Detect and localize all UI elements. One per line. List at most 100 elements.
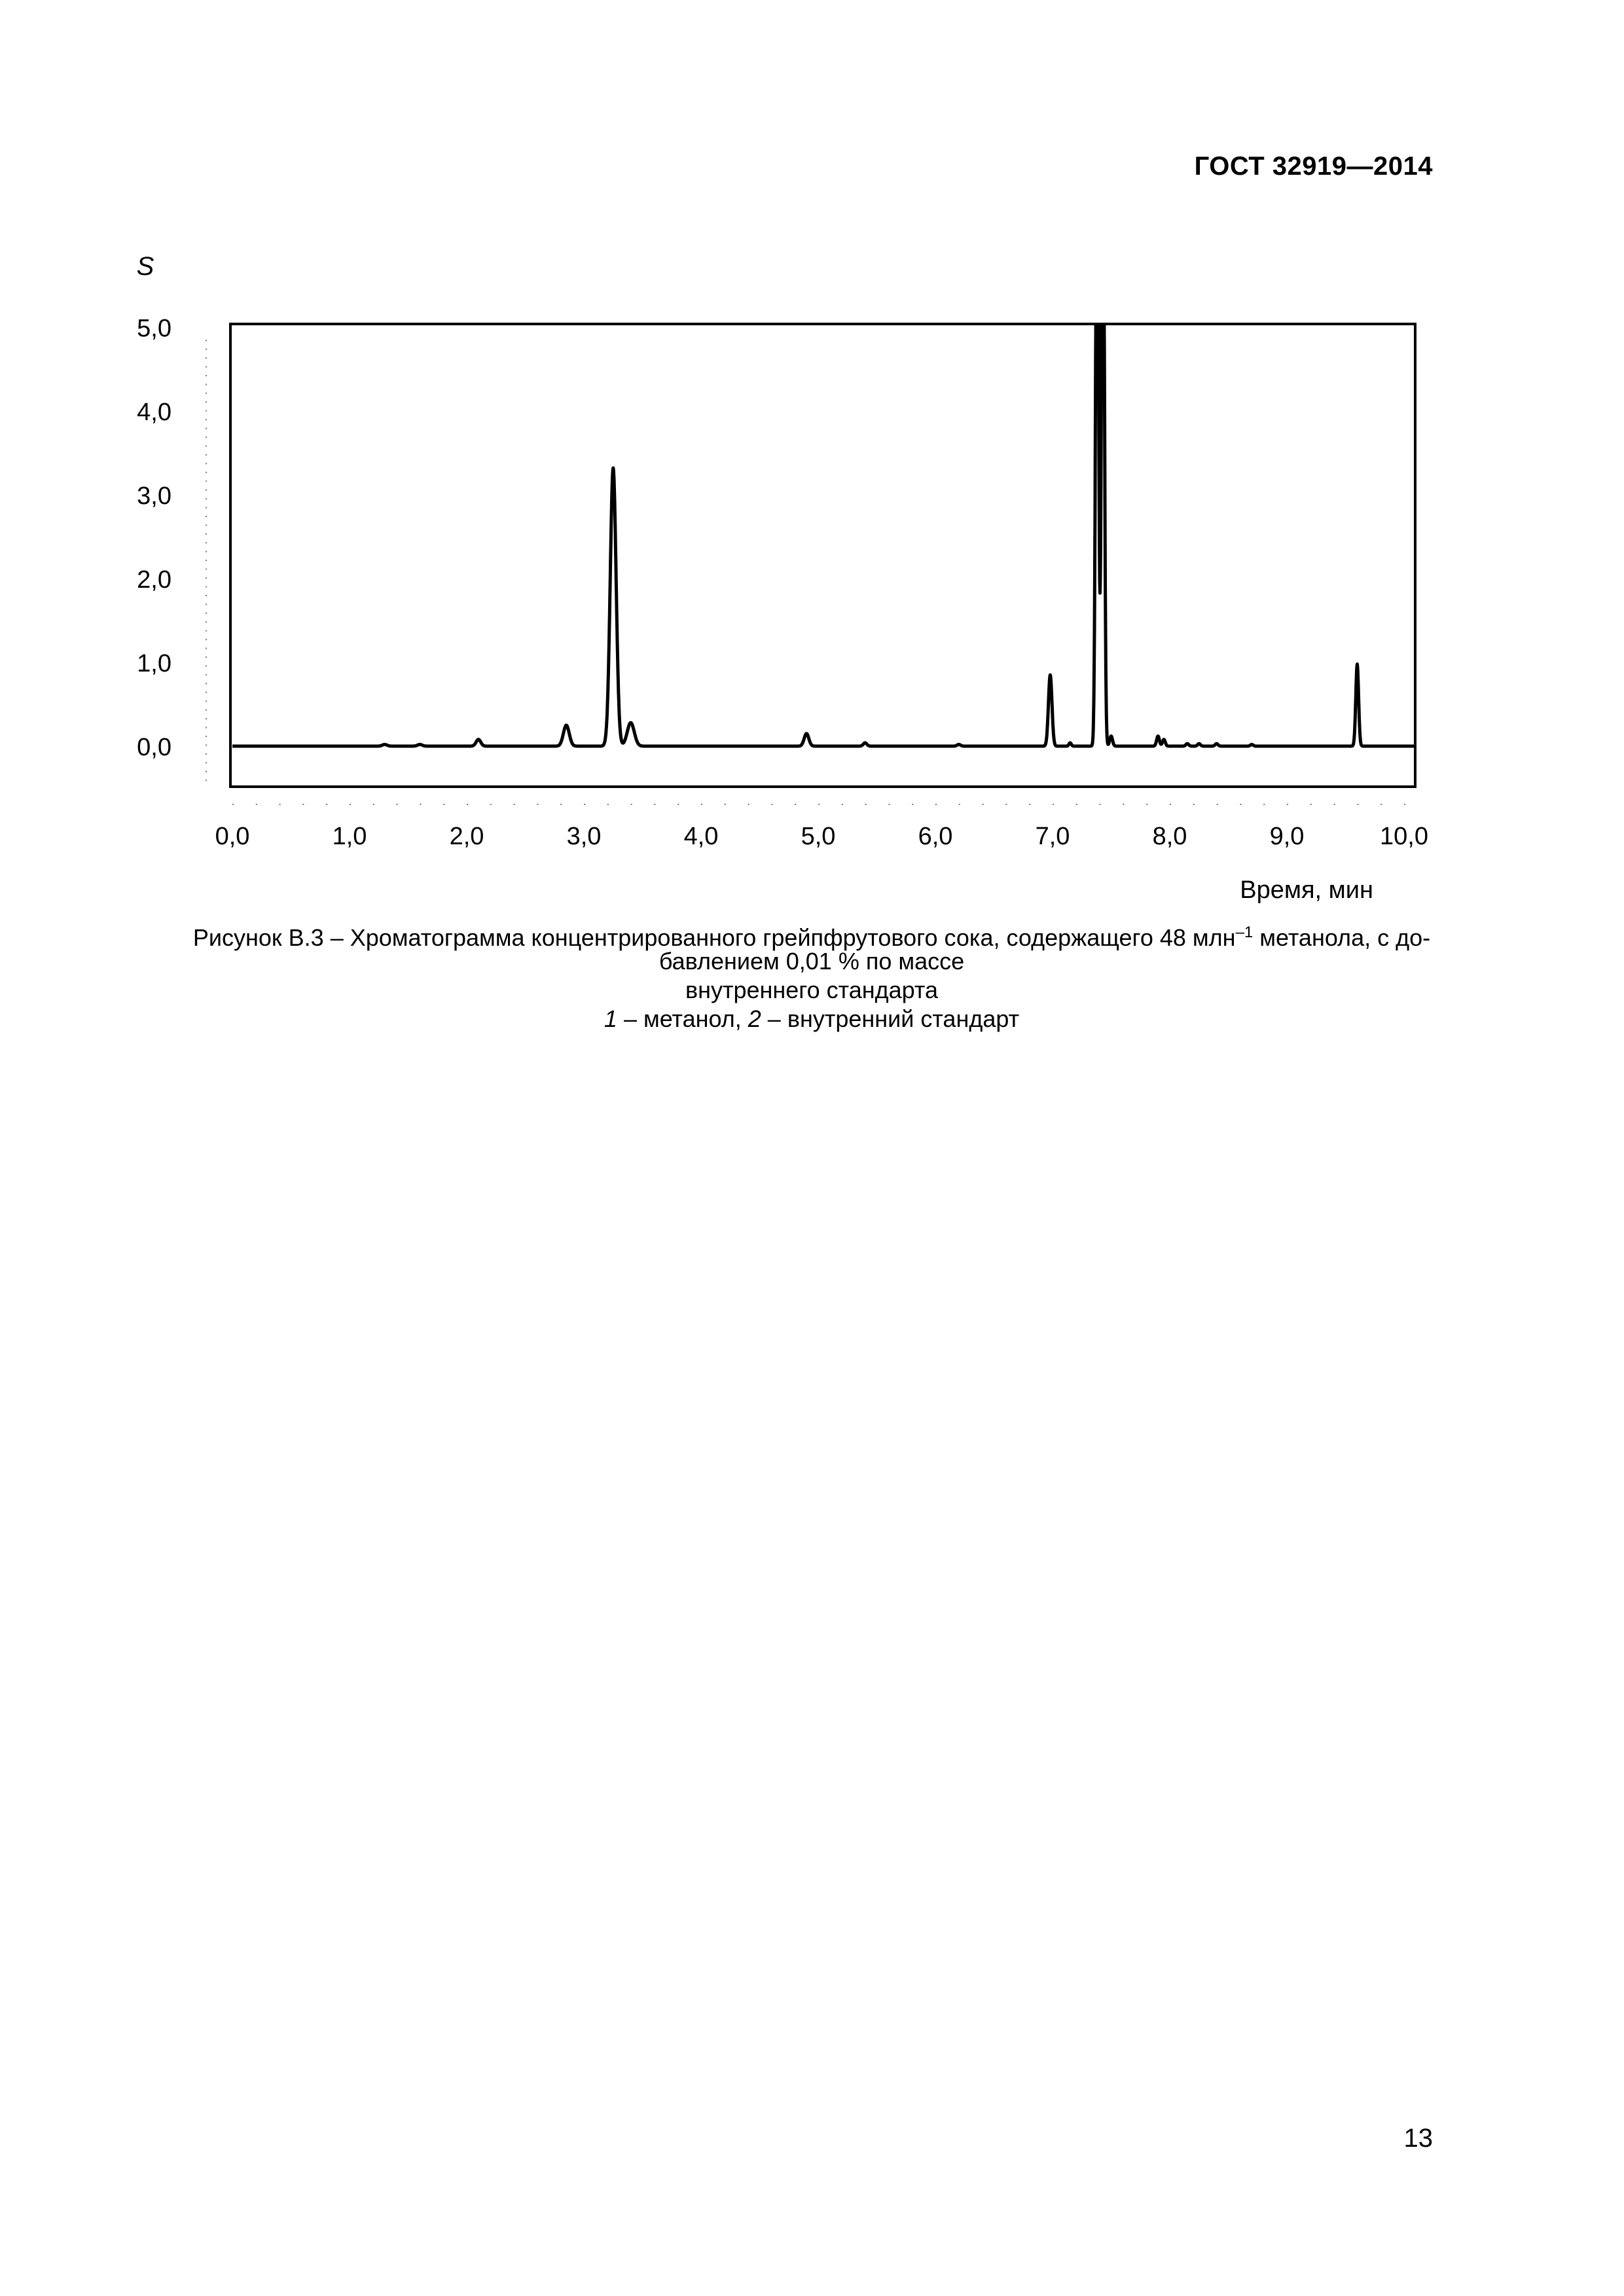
y-minor-tick: [206, 630, 207, 632]
x-axis-tick-labels: 0,0 1,0 2,0 3,0 4,0 5,0 6,0 7,0 8,0 9,0 10,0: [215, 823, 1428, 850]
x-minor-tick: [677, 804, 679, 805]
x-minor-tick: [1216, 804, 1218, 805]
legend-number-1: 1: [604, 1005, 617, 1032]
y-minor-tick: [206, 524, 207, 526]
x-minor-tick: [1263, 804, 1265, 805]
x-tick-label: 6,0: [918, 823, 953, 850]
y-minor-tick: [206, 410, 207, 412]
x-tick-label: 0,0: [215, 823, 250, 850]
y-minor-tick: [206, 736, 207, 737]
x-minor-tick: [865, 804, 867, 805]
x-tick-label: 2,0: [450, 823, 484, 850]
y-minor-tick: [206, 533, 207, 535]
y-minor-tick: [206, 594, 207, 596]
y-minor-tick: [206, 348, 207, 350]
y-minor-tick: [206, 454, 207, 456]
y-minor-tick: [206, 489, 207, 491]
x-tick-label: 8,0: [1153, 823, 1187, 850]
x-minor-tick: [372, 804, 374, 805]
y-minor-tick: [206, 463, 207, 465]
y-minor-tick: [206, 437, 207, 439]
x-minor-tick: [1170, 804, 1171, 805]
y-minor-tick: [206, 753, 207, 755]
y-minor-tick: [206, 357, 207, 359]
figure-legend: 1 – метанол, 2 – внутренний стандарт: [98, 1005, 1525, 1033]
plot-frame: [229, 323, 1416, 788]
x-minor-tick: [1029, 804, 1031, 805]
x-minor-tick: [724, 804, 726, 805]
x-minor-tick: [560, 804, 562, 805]
x-minor-tick: [1310, 804, 1312, 805]
y-minor-tick: [206, 656, 207, 658]
x-minor-tick: [396, 804, 398, 805]
legend-text-2: – внутренний стандарт: [761, 1005, 1020, 1032]
x-tick-label: 7,0: [1036, 823, 1070, 850]
legend-text-1: – метанол,: [617, 1005, 748, 1032]
x-tick-label: 9,0: [1270, 823, 1305, 850]
y-minor-tick: [206, 691, 207, 693]
x-minor-tick: [795, 804, 797, 805]
y-minor-tick: [206, 374, 207, 376]
x-minor-tick: [232, 804, 234, 805]
x-tick-label: 5,0: [801, 823, 836, 850]
figure-caption-line1: Рисунок В.3 – Хроматограмма концентриров…: [98, 918, 1525, 952]
y-minor-tick: [206, 480, 207, 482]
chromatogram-trace: [230, 324, 1415, 748]
y-minor-tick: [206, 726, 207, 728]
y-minor-tick: [206, 612, 207, 614]
caption-text-a: Рисунок В.3 – Хроматограмма концентриров…: [192, 924, 1236, 951]
y-minor-tick: [206, 366, 207, 368]
x-minor-tick: [1287, 804, 1288, 805]
y-minor-tick: [206, 340, 207, 342]
y-minor-tick: [206, 683, 207, 685]
y-minor-tick: [206, 586, 207, 588]
y-axis-tick-labels: 0,0 1,0 2,0 3,0 4,0 5,0: [137, 315, 171, 761]
x-minor-tick: [1193, 804, 1195, 805]
x-tick-label: 1,0: [333, 823, 367, 850]
x-minor-tick: [771, 804, 773, 805]
x-minor-tick: [748, 804, 749, 805]
x-minor-tick: [1333, 804, 1335, 805]
y-tick-label: 5,0: [137, 315, 171, 342]
y-minor-tick: [206, 780, 207, 781]
x-minor-tick: [584, 804, 585, 805]
page-number: 13: [1403, 2124, 1434, 2153]
y-axis-label: S: [137, 252, 154, 281]
x-minor-tick: [467, 804, 468, 805]
legend-number-2: 2: [748, 1005, 761, 1032]
y-tick-label: 3,0: [137, 482, 171, 510]
y-minor-tick: [206, 665, 207, 667]
y-minor-tick: [206, 498, 207, 500]
y-minor-tick: [206, 401, 207, 403]
y-minor-tick: [206, 770, 207, 772]
x-minor-tick: [302, 804, 304, 805]
document-header-id: ГОСТ 32919—2014: [1194, 152, 1433, 181]
x-minor-tick: [935, 804, 937, 805]
x-minor-tick: [513, 804, 515, 805]
y-minor-tick: [206, 419, 207, 421]
x-minor-tick: [255, 804, 257, 805]
x-minor-tick: [958, 804, 960, 805]
x-minor-tick: [1099, 804, 1101, 805]
y-minor-tick: [206, 445, 207, 447]
x-minor-tick: [1357, 804, 1359, 805]
y-tick-label: 0,0: [137, 734, 171, 761]
y-minor-tick: [206, 673, 207, 675]
x-minor-tick: [841, 804, 843, 805]
y-minor-tick: [206, 427, 207, 429]
x-minor-tick: [1005, 804, 1007, 805]
x-tick-label: 10,0: [1380, 823, 1428, 850]
y-minor-tick: [206, 542, 207, 544]
y-minor-tick: [206, 647, 207, 649]
caption-text-b: метанола, с до-: [1253, 924, 1431, 951]
x-minor-tick: [701, 804, 702, 805]
figure-caption-line3: внутреннего стандарта: [685, 977, 939, 1003]
x-minor-tick: [1053, 804, 1054, 805]
y-minor-tick: [206, 603, 207, 605]
y-tick-label: 1,0: [137, 650, 171, 677]
x-minor-tick: [630, 804, 632, 805]
x-tick-label: 4,0: [684, 823, 719, 850]
x-minor-tick: [1240, 804, 1242, 805]
x-minor-tick: [912, 804, 914, 805]
